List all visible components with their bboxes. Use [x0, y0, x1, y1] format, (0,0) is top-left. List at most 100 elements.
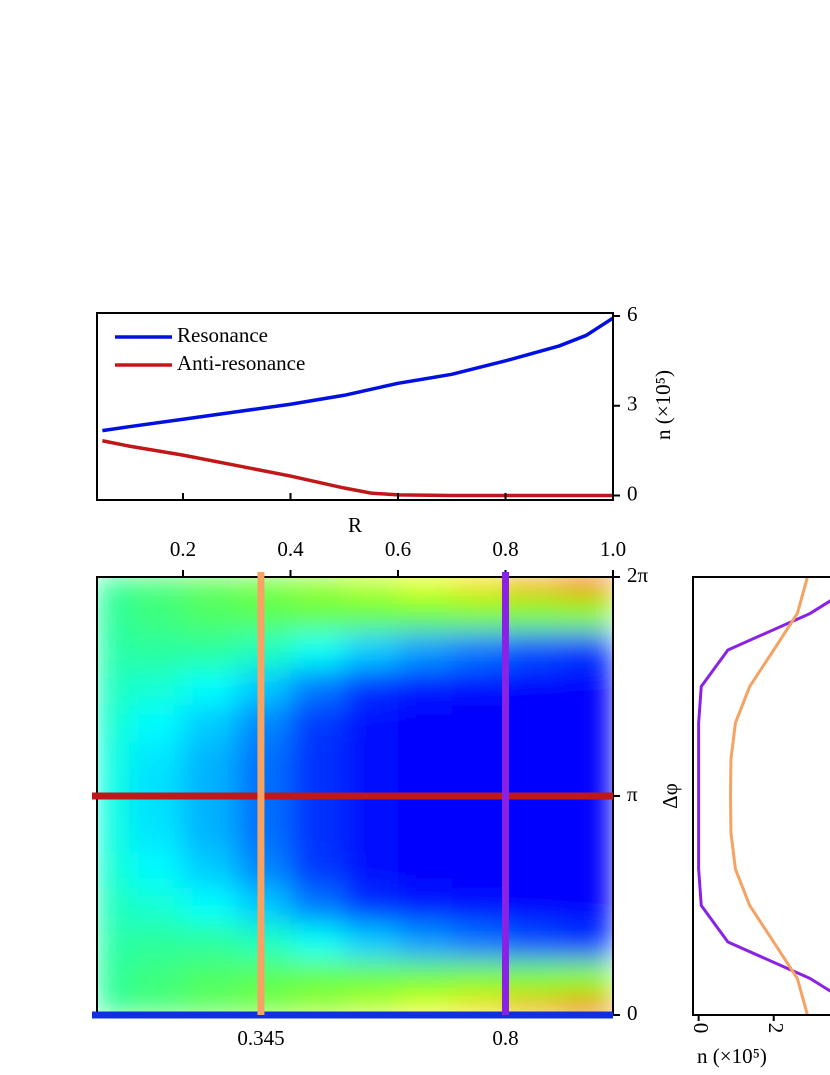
heatmap-cell — [290, 996, 345, 1015]
heatmap-cell — [344, 704, 399, 742]
heatmap-cell — [97, 887, 130, 925]
heatmap-cell — [505, 923, 560, 961]
heatmap-cell — [451, 741, 506, 779]
heatmap-cell — [559, 996, 613, 1015]
heatmap-cell — [183, 850, 238, 888]
series-line — [102, 316, 614, 433]
heatmap-cell — [344, 996, 399, 1015]
heatmap-cell — [290, 960, 345, 998]
x-axis-label: R — [348, 513, 362, 537]
heatmap-cell — [559, 814, 613, 852]
heatmap-cell — [451, 595, 506, 633]
heatmap-cell — [290, 887, 345, 925]
heatmap-cell — [559, 850, 613, 888]
heatmap-cell — [97, 668, 130, 706]
heatmap-cell — [183, 923, 238, 961]
heatmap-cell — [290, 814, 345, 852]
x-tick-label: 0.8 — [492, 1026, 518, 1050]
profile-line — [697, 599, 830, 993]
x-tick-label: 0 — [689, 1023, 713, 1034]
heatmap-cell — [559, 631, 613, 669]
heatmap-cell — [451, 814, 506, 852]
heatmap-cell — [505, 668, 560, 706]
legend-label: Resonance — [177, 323, 268, 347]
heatmap-cell — [398, 577, 453, 596]
heatmap-cell — [290, 577, 345, 596]
heatmap-cell — [505, 595, 560, 633]
heatmap-cell — [183, 631, 238, 669]
heatmap-cell — [183, 704, 238, 742]
heatmap-cell — [559, 595, 613, 633]
heatmap-cell — [97, 996, 130, 1015]
legend-label: Anti-resonance — [177, 351, 305, 375]
y-tick-label: 0 — [627, 1001, 638, 1025]
series-line — [102, 439, 613, 498]
x-tick-label: 0.4 — [277, 537, 304, 561]
x-tick-label: 0.345 — [237, 1026, 284, 1050]
heatmap-cell — [290, 595, 345, 633]
heatmap-cell — [290, 631, 345, 669]
heatmap-cell — [344, 850, 399, 888]
heatmap-cell — [398, 996, 453, 1015]
heatmap-cell — [398, 887, 453, 925]
x-tick-label: 0.2 — [170, 537, 196, 561]
y-axis-label: Δφ — [658, 783, 682, 809]
heatmap-cell — [559, 668, 613, 706]
heatmap-cell — [129, 577, 184, 596]
heatmap-cell — [97, 960, 130, 998]
y-tick-label: π — [627, 782, 638, 806]
heatmap-cell — [398, 960, 453, 998]
heatmap-cell — [290, 741, 345, 779]
heatmap-cell — [183, 668, 238, 706]
heatmap-cell — [559, 887, 613, 925]
heatmap-cell — [129, 960, 184, 998]
heatmap-cell — [398, 704, 453, 742]
heatmap-cell — [398, 850, 453, 888]
heatmap-cell — [183, 741, 238, 779]
heatmap-cell — [344, 631, 399, 669]
heatmap-cell — [183, 996, 238, 1015]
heatmap-cell — [97, 631, 130, 669]
plot-frame — [692, 576, 830, 1016]
heatmap-cell — [559, 577, 613, 596]
heatmap-cell — [451, 923, 506, 961]
heatmap-cell — [344, 577, 399, 596]
heatmap-cell — [559, 960, 613, 998]
y-tick-label: 2π — [627, 563, 649, 587]
heatmap-cell — [97, 850, 130, 888]
heatmap-cell — [559, 741, 613, 779]
heatmap-cell — [505, 996, 560, 1015]
x-axis-label: n (×10⁵) — [697, 1044, 767, 1068]
heatmap-cell — [398, 631, 453, 669]
heatmap-cell — [129, 887, 184, 925]
heatmap-cell — [129, 850, 184, 888]
heatmap-cell — [129, 741, 184, 779]
heatmap-cell — [505, 850, 560, 888]
heatmap-cell — [344, 960, 399, 998]
heatmap-cell — [451, 577, 506, 596]
heatmap-cell — [129, 631, 184, 669]
heatmap-cell — [398, 741, 453, 779]
heatmap-cell — [505, 960, 560, 998]
heatmap-cell — [344, 595, 399, 633]
x-tick-label: 0.6 — [385, 537, 411, 561]
heatmap-cell — [129, 996, 184, 1015]
heatmap-cell — [97, 595, 130, 633]
heatmap-cell — [398, 668, 453, 706]
heatmap-cell — [505, 814, 560, 852]
heatmap-cell — [97, 814, 130, 852]
heatmap-cell — [451, 996, 506, 1015]
y-tick-label: 3 — [627, 392, 638, 416]
x-tick-label: 0.8 — [492, 537, 518, 561]
heatmap-cell — [290, 668, 345, 706]
heatmap-cell — [183, 595, 238, 633]
heatmap-cell — [559, 923, 613, 961]
heatmap-cell — [129, 814, 184, 852]
x-tick-label: 2 — [764, 1023, 788, 1034]
y-axis-label: n (×10⁵) — [651, 370, 675, 440]
heatmap-cell — [451, 704, 506, 742]
heatmap-cell — [344, 923, 399, 961]
heatmap-cell — [290, 923, 345, 961]
profile-area — [697, 576, 830, 1016]
